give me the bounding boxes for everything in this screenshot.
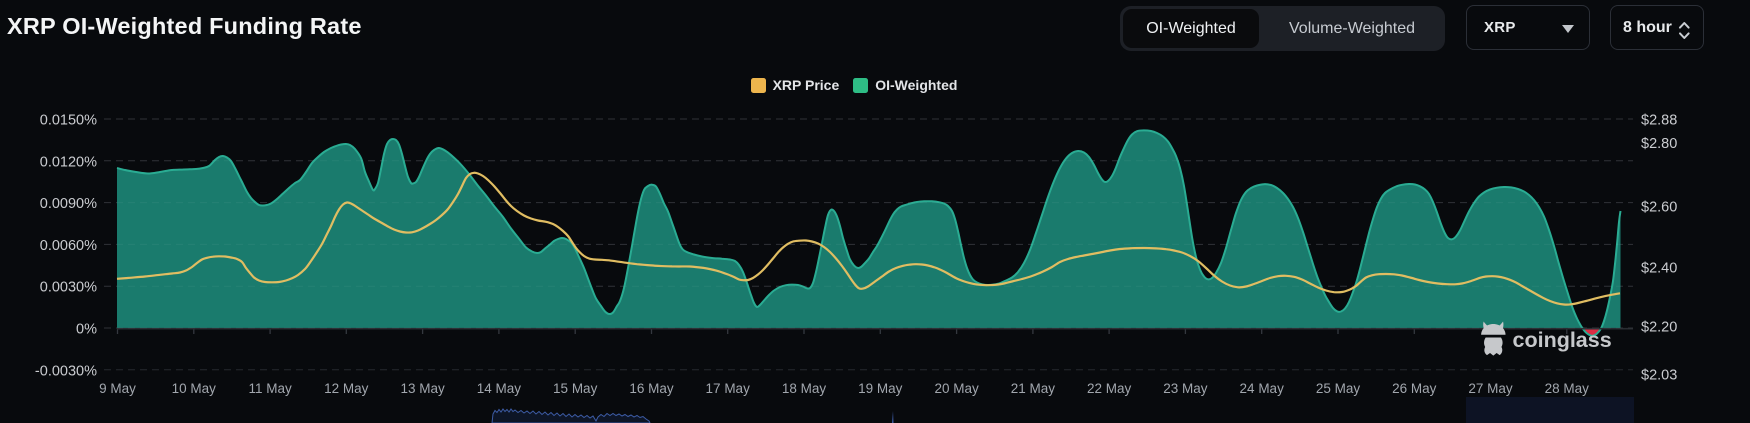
svg-text:0.0150%: 0.0150% [40, 113, 97, 129]
svg-text:16 May: 16 May [629, 381, 674, 396]
svg-text:17 May: 17 May [706, 381, 751, 396]
svg-text:15 May: 15 May [553, 381, 598, 396]
svg-text:12 May: 12 May [324, 381, 369, 396]
svg-text:-0.0030%: -0.0030% [35, 363, 97, 379]
svg-text:9 May: 9 May [99, 381, 136, 396]
svg-text:11 May: 11 May [248, 381, 292, 396]
svg-text:$2.88: $2.88 [1641, 113, 1677, 129]
svg-text:24 May: 24 May [1240, 381, 1285, 396]
svg-text:20 May: 20 May [934, 381, 979, 396]
svg-text:$2.80: $2.80 [1641, 136, 1677, 152]
svg-text:13 May: 13 May [400, 381, 445, 396]
svg-text:0.0060%: 0.0060% [40, 238, 97, 254]
svg-text:18 May: 18 May [782, 381, 827, 396]
svg-text:22 May: 22 May [1087, 381, 1132, 396]
svg-text:$2.60: $2.60 [1641, 200, 1677, 216]
svg-text:$2.20: $2.20 [1641, 320, 1677, 336]
svg-text:$2.03: $2.03 [1641, 368, 1677, 384]
svg-text:0.0120%: 0.0120% [40, 154, 97, 170]
svg-text:26 May: 26 May [1392, 381, 1437, 396]
svg-text:19 May: 19 May [858, 381, 903, 396]
svg-text:23 May: 23 May [1163, 381, 1208, 396]
svg-text:21 May: 21 May [1011, 381, 1056, 396]
svg-text:25 May: 25 May [1316, 381, 1361, 396]
svg-text:0.0090%: 0.0090% [40, 196, 97, 212]
svg-text:14 May: 14 May [477, 381, 522, 396]
svg-text:27 May: 27 May [1468, 381, 1513, 396]
svg-text:28 May: 28 May [1545, 381, 1590, 396]
svg-text:0.0030%: 0.0030% [40, 280, 97, 296]
svg-text:coinglass: coinglass [1513, 328, 1612, 352]
svg-text:0%: 0% [76, 322, 97, 338]
svg-text:$2.40: $2.40 [1641, 261, 1677, 277]
svg-text:10 May: 10 May [172, 381, 217, 396]
